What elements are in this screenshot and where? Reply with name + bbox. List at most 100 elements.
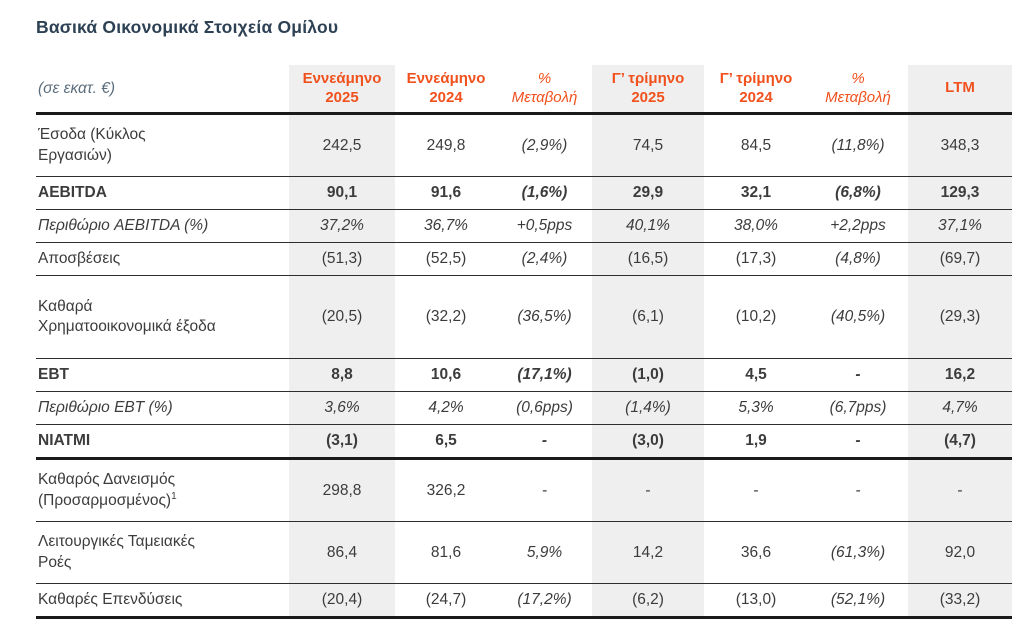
cell: (52,5) xyxy=(395,242,497,276)
cell: (4,8%) xyxy=(808,242,908,276)
cell: - xyxy=(497,424,592,460)
cell: 16,2 xyxy=(908,358,1012,392)
cell: 5,9% xyxy=(497,521,592,584)
financials-table: (σε εκατ. €) Εννεάμηνο 2025 Εννεάμηνο 20… xyxy=(36,65,1012,619)
cell: - xyxy=(908,458,1012,522)
cell: (52,1%) xyxy=(808,583,908,619)
cell: 36,6 xyxy=(704,521,808,584)
row-label: Καθαρά Χρηματοοικονομικά έξοδα xyxy=(36,275,289,359)
cell: (3,0) xyxy=(592,424,704,460)
cell: 90,1 xyxy=(289,176,395,210)
row-label: AEBITDA xyxy=(36,176,289,210)
col-header-pct-change-q3: % Μεταβολή xyxy=(808,65,908,115)
cell: 38,0% xyxy=(704,209,808,243)
row-label: Καθαρές Επενδύσεις xyxy=(36,583,289,619)
cell: 29,9 xyxy=(592,176,704,210)
cell: 86,4 xyxy=(289,521,395,584)
cell: (4,7) xyxy=(908,424,1012,460)
table-row-ebt: EBT 8,8 10,6 (17,1%) (1,0) 4,5 - 16,2 xyxy=(36,358,1012,392)
row-label: Έσοδα (Κύκλος Εργασιών) xyxy=(36,113,289,177)
page-title: Βασικά Οικονομικά Στοιχεία Ομίλου xyxy=(36,17,339,37)
cell: 249,8 xyxy=(395,113,497,177)
col-header-q3-2025: Γ’ τρίμηνο 2025 xyxy=(592,65,704,115)
cell: (2,4%) xyxy=(497,242,592,276)
cell: (3,1) xyxy=(289,424,395,460)
cell: 1,9 xyxy=(704,424,808,460)
cell: - xyxy=(592,458,704,522)
col-header-ltm: LTM xyxy=(908,65,1012,115)
cell: (6,8%) xyxy=(808,176,908,210)
table-row-revenue: Έσοδα (Κύκλος Εργασιών) 242,5 249,8 (2,9… xyxy=(36,113,1012,177)
cell: (40,5%) xyxy=(808,275,908,359)
cell: (17,3) xyxy=(704,242,808,276)
cell: 4,5 xyxy=(704,358,808,392)
cell: (51,3) xyxy=(289,242,395,276)
unit-label: (σε εκατ. €) xyxy=(36,65,289,115)
header-row: (σε εκατ. €) Εννεάμηνο 2025 Εννεάμηνο 20… xyxy=(36,65,1012,115)
cell: 8,8 xyxy=(289,358,395,392)
cell: (17,2%) xyxy=(497,583,592,619)
row-label: NIATMI xyxy=(36,424,289,460)
cell: (33,2) xyxy=(908,583,1012,619)
cell: (1,4%) xyxy=(592,391,704,425)
cell: 10,6 xyxy=(395,358,497,392)
cell: 81,6 xyxy=(395,521,497,584)
col-header-pct-change-9m: % Μεταβολή xyxy=(497,65,592,115)
cell: (69,7) xyxy=(908,242,1012,276)
table-row-depreciation: Αποσβέσεις (51,3) (52,5) (2,4%) (16,5) (… xyxy=(36,242,1012,276)
cell: (6,2) xyxy=(592,583,704,619)
cell: - xyxy=(808,424,908,460)
cell: (20,5) xyxy=(289,275,395,359)
cell: 91,6 xyxy=(395,176,497,210)
cell: 298,8 xyxy=(289,458,395,522)
col-header-q3-2024: Γ’ τρίμηνο 2024 xyxy=(704,65,808,115)
cell: (0,6pps) xyxy=(497,391,592,425)
cell: (20,4) xyxy=(289,583,395,619)
cell: (1,6%) xyxy=(497,176,592,210)
cell: 242,5 xyxy=(289,113,395,177)
cell: +2,2pps xyxy=(808,209,908,243)
cell: - xyxy=(497,458,592,522)
footnote-marker: 1 xyxy=(171,490,177,502)
cell: 5,3% xyxy=(704,391,808,425)
cell: (32,2) xyxy=(395,275,497,359)
cell: (6,7pps) xyxy=(808,391,908,425)
row-label: Καθαρός Δανεισμός (Προσαρμοσμένος)1 xyxy=(36,458,289,522)
cell: 4,7% xyxy=(908,391,1012,425)
cell: (17,1%) xyxy=(497,358,592,392)
cell: 326,2 xyxy=(395,458,497,522)
col-header-9m-2024: Εννεάμηνο 2024 xyxy=(395,65,497,115)
cell: +0,5pps xyxy=(497,209,592,243)
cell: 6,5 xyxy=(395,424,497,460)
table-row-aebitda-margin: Περιθώριο AEBITDA (%) 37,2% 36,7% +0,5pp… xyxy=(36,209,1012,243)
cell: (16,5) xyxy=(592,242,704,276)
cell: - xyxy=(808,458,908,522)
row-label: Περιθώριο AEBITDA (%) xyxy=(36,209,289,243)
cell: (2,9%) xyxy=(497,113,592,177)
cell: 37,2% xyxy=(289,209,395,243)
cell: 4,2% xyxy=(395,391,497,425)
cell: 37,1% xyxy=(908,209,1012,243)
cell: (10,2) xyxy=(704,275,808,359)
cell: 74,5 xyxy=(592,113,704,177)
cell: (6,1) xyxy=(592,275,704,359)
cell: 40,1% xyxy=(592,209,704,243)
cell: 84,5 xyxy=(704,113,808,177)
cell: (11,8%) xyxy=(808,113,908,177)
cell: 14,2 xyxy=(592,521,704,584)
table-row-net-debt: Καθαρός Δανεισμός (Προσαρμοσμένος)1 298,… xyxy=(36,458,1012,522)
cell: 36,7% xyxy=(395,209,497,243)
table-row-net-financial-expenses: Καθαρά Χρηματοοικονομικά έξοδα (20,5) (3… xyxy=(36,275,1012,359)
table-row-niatmi: NIATMI (3,1) 6,5 - (3,0) 1,9 - (4,7) xyxy=(36,424,1012,460)
row-label: EBT xyxy=(36,358,289,392)
cell: - xyxy=(808,358,908,392)
table-row-operating-cash-flows: Λειτουργικές Ταμειακές Ροές 86,4 81,6 5,… xyxy=(36,521,1012,584)
cell: 92,0 xyxy=(908,521,1012,584)
cell: (29,3) xyxy=(908,275,1012,359)
table-row-net-capex: Καθαρές Επενδύσεις (20,4) (24,7) (17,2%)… xyxy=(36,583,1012,619)
cell: 348,3 xyxy=(908,113,1012,177)
cell: 32,1 xyxy=(704,176,808,210)
cell: - xyxy=(704,458,808,522)
table-row-ebt-margin: Περιθώριο EBT (%) 3,6% 4,2% (0,6pps) (1,… xyxy=(36,391,1012,425)
cell: 3,6% xyxy=(289,391,395,425)
